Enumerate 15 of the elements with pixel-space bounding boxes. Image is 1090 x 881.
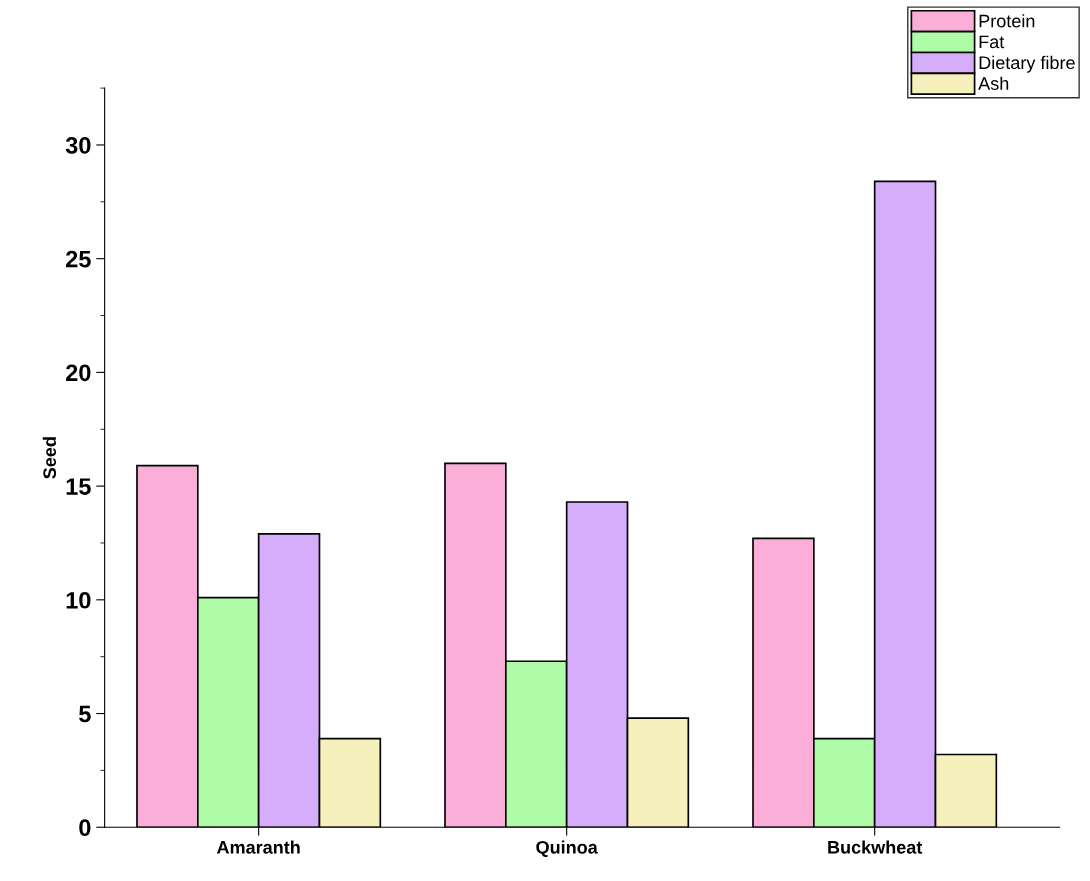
y-tick-label: 0 [79,819,91,837]
y-tick-label: 25 [66,250,91,268]
x-tick-label: Buckwheat [828,840,923,854]
legend-label: Ash [978,76,1009,90]
y-tick-label: 15 [66,478,91,495]
legend-label: Dietary fibre [979,55,1075,73]
y-tick-label: 5 [79,705,91,723]
x-tick-label: Quinoa [536,840,598,858]
legend-label: Protein [979,14,1035,28]
y-tick-label: 30 [65,137,91,154]
y-tick-label: 10 [66,591,91,609]
legend-label: Fat [979,35,1005,49]
y-axis-title: Seed [42,437,57,479]
x-tick-label: Amaranth [216,840,300,854]
y-tick-label: 20 [66,364,91,382]
